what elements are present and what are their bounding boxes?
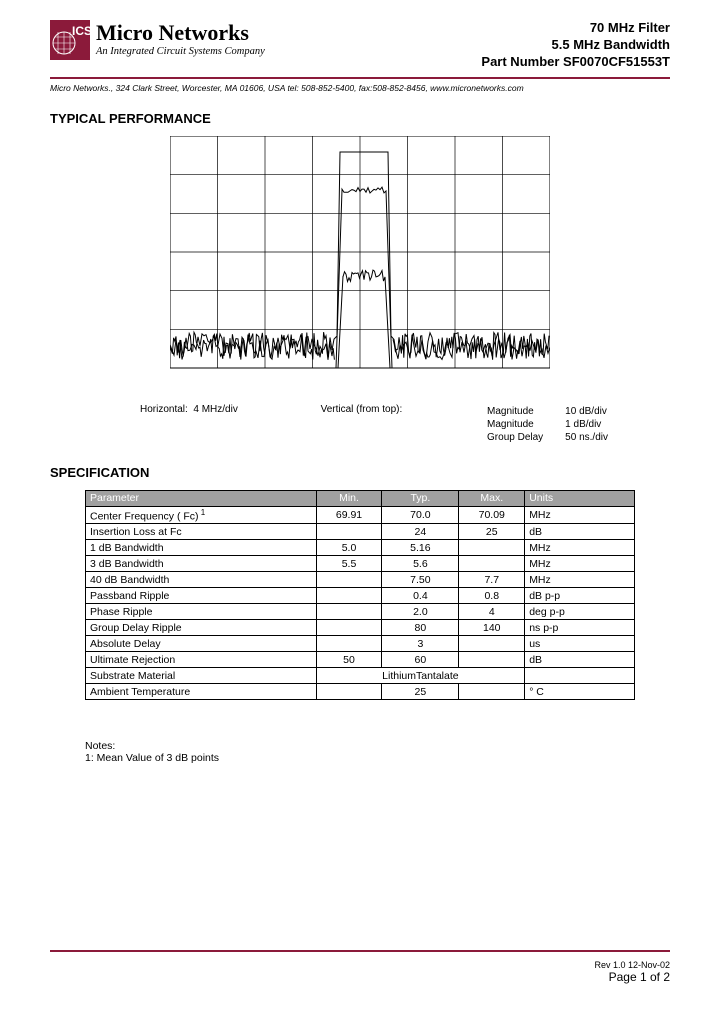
table-row: 1 dB Bandwidth5.05.16MHz <box>86 540 635 556</box>
header-rule <box>50 77 670 79</box>
chart-svg <box>170 136 550 396</box>
product-info: 70 MHz Filter 5.5 MHz Bandwidth Part Num… <box>481 20 670 71</box>
table-row: Passband Ripple0.40.8dB p-p <box>86 588 635 604</box>
company-name: Micro Networks <box>96 20 265 46</box>
table-row: Insertion Loss at Fc2425dB <box>86 524 635 540</box>
section-title-performance: TYPICAL PERFORMANCE <box>50 111 670 126</box>
table-row: Absolute Delay3us <box>86 636 635 652</box>
product-line: 5.5 MHz Bandwidth <box>481 37 670 54</box>
revision-text: Rev 1.0 12-Nov-02 <box>594 960 670 970</box>
product-line: 70 MHz Filter <box>481 20 670 37</box>
horizontal-label: Horizontal: 4 MHz/div <box>140 404 238 445</box>
section-title-spec: SPECIFICATION <box>50 465 670 480</box>
footer-rule <box>50 950 670 952</box>
vertical-label: Vertical (from top): <box>321 404 403 445</box>
svg-text:ICS: ICS <box>72 24 90 38</box>
brand-text: Micro Networks An Integrated Circuit Sys… <box>96 20 265 57</box>
notes-line: 1: Mean Value of 3 dB points <box>85 752 670 764</box>
page-number: Page 1 of 2 <box>594 970 670 984</box>
table-row: Substrate MaterialLithiumTantalate <box>86 668 635 684</box>
spec-table-container: ParameterMin.Typ.Max.UnitsCenter Frequen… <box>50 490 670 701</box>
table-row: Ultimate Rejection5060dB <box>86 652 635 668</box>
table-row: 3 dB Bandwidth5.55.6MHz <box>86 556 635 572</box>
brand-block: ICS Micro Networks An Integrated Circuit… <box>50 20 265 60</box>
contact-line: Micro Networks., 324 Clark Street, Worce… <box>50 83 670 93</box>
table-row: 40 dB Bandwidth7.507.7MHz <box>86 572 635 588</box>
performance-chart <box>50 136 670 396</box>
notes-heading: Notes: <box>85 740 670 752</box>
header: ICS Micro Networks An Integrated Circuit… <box>50 20 670 71</box>
table-row: Ambient Temperature25° C <box>86 684 635 700</box>
vertical-scale-list: Magnitude10 dB/divMagnitude1 dB/divGroup… <box>485 404 630 445</box>
chart-labels: Horizontal: 4 MHz/div Vertical (from top… <box>50 404 670 445</box>
spec-table: ParameterMin.Typ.Max.UnitsCenter Frequen… <box>85 490 635 701</box>
table-row: Phase Ripple2.04deg p-p <box>86 604 635 620</box>
table-row: Center Frequency ( Fc) 169.9170.070.09MH… <box>86 506 635 524</box>
product-line: Part Number SF0070CF51553T <box>481 54 670 71</box>
company-logo: ICS <box>50 20 90 60</box>
tagline: An Integrated Circuit Systems Company <box>96 46 265 57</box>
footer: Rev 1.0 12-Nov-02 Page 1 of 2 <box>594 960 670 984</box>
notes-block: Notes: 1: Mean Value of 3 dB points <box>50 740 670 764</box>
table-row: Group Delay Ripple80140ns p-p <box>86 620 635 636</box>
